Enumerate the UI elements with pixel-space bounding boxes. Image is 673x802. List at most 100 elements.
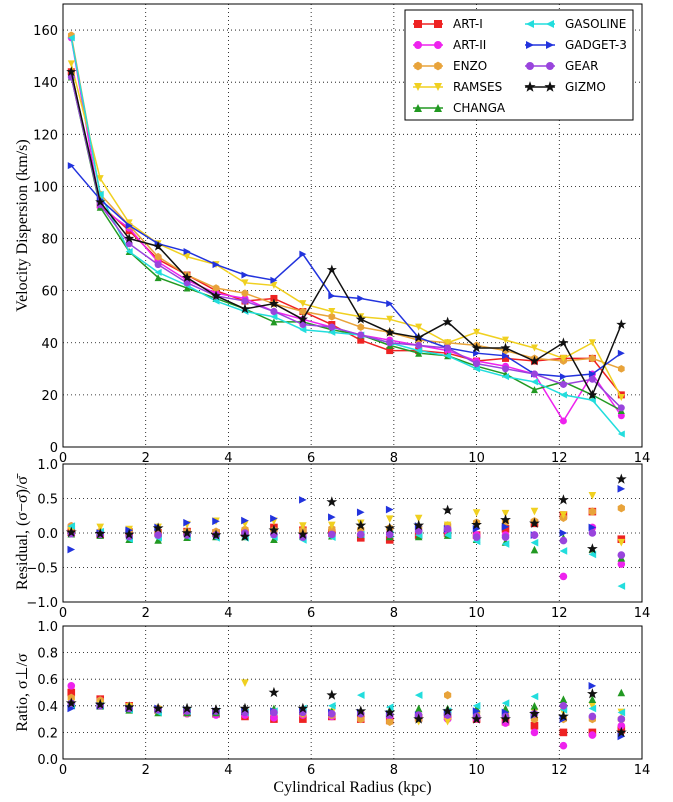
data-point: [559, 354, 567, 362]
legend-label: GASOLINE: [565, 17, 626, 31]
legend-marker: [524, 81, 536, 92]
data-point: [559, 702, 568, 710]
series-group: [66, 31, 627, 438]
data-point: [297, 528, 309, 539]
data-point: [241, 289, 249, 298]
legend-marker: [526, 41, 534, 49]
data-point: [65, 697, 77, 708]
data-point: [559, 373, 567, 381]
data-point: [617, 582, 626, 590]
data-point: [183, 284, 191, 292]
data-point: [270, 535, 278, 544]
x-tick-label: 6: [307, 451, 315, 466]
x-tick-label: 4: [224, 451, 232, 466]
data-point: [559, 380, 567, 388]
x-tick-label: 0: [59, 606, 67, 621]
data-point: [328, 702, 336, 710]
data-point: [299, 715, 307, 723]
data-point: [617, 538, 626, 547]
data-point: [181, 527, 193, 538]
data-point: [94, 528, 106, 539]
legend-marker: [414, 61, 422, 71]
data-point: [328, 323, 336, 331]
data-point: [500, 713, 511, 724]
data-point: [299, 307, 307, 316]
series-line: [70, 37, 622, 435]
data-point: [125, 222, 133, 229]
data-point: [502, 336, 510, 344]
data-point: [414, 527, 423, 535]
data-point: [471, 519, 482, 530]
data-point: [617, 404, 625, 412]
legend-label: CHANGA: [453, 101, 506, 115]
plot-frame: [62, 625, 643, 760]
data-point: [415, 349, 423, 357]
data-point: [502, 354, 510, 362]
data-point: [386, 717, 394, 726]
data-point: [444, 339, 452, 347]
data-point: [239, 702, 251, 714]
data-point: [559, 529, 568, 537]
y-tick-label: 0.2: [37, 726, 58, 741]
data-point: [212, 517, 220, 526]
series-line: [70, 76, 622, 412]
data-point: [241, 297, 249, 305]
data-point: [270, 708, 278, 717]
data-point: [124, 233, 135, 243]
legend-marker: [414, 104, 422, 112]
data-point: [443, 531, 452, 539]
x-tick-label: 4: [224, 606, 232, 621]
data-point: [270, 713, 278, 722]
data-point: [386, 347, 394, 355]
data-point: [212, 297, 220, 305]
data-point: [386, 339, 394, 347]
x-tick-label: 2: [142, 606, 150, 621]
data-point: [299, 300, 307, 308]
data-point: [384, 522, 396, 533]
data-point: [96, 175, 104, 183]
data-point: [616, 319, 627, 329]
y-tick-label: 0: [50, 441, 58, 456]
y-tick-label: 160: [33, 24, 58, 39]
legend-label: RAMSES: [453, 80, 502, 94]
data-point: [617, 393, 625, 401]
data-point: [617, 430, 625, 438]
data-point: [94, 698, 106, 710]
data-point: [444, 352, 452, 360]
data-point: [472, 702, 481, 710]
data-point: [442, 316, 453, 327]
series-group: [65, 473, 627, 590]
data-point: [154, 531, 162, 539]
data-point: [588, 375, 596, 383]
data-point: [529, 708, 540, 719]
data-point: [443, 525, 452, 533]
y-tick-label: 60: [41, 285, 58, 300]
plot-frame: [62, 463, 643, 603]
data-point: [530, 702, 539, 710]
data-point: [152, 702, 164, 714]
data-point: [415, 347, 423, 355]
data-point: [588, 704, 597, 713]
data-point: [183, 253, 191, 261]
y-tick-label: 0.0: [37, 753, 58, 768]
data-point: [588, 682, 597, 690]
data-point: [357, 323, 365, 331]
data-point: [123, 701, 135, 712]
data-point: [239, 530, 251, 542]
legend-marker: [414, 20, 422, 28]
data-point: [559, 728, 568, 737]
data-point: [241, 679, 249, 687]
data-point: [154, 261, 162, 269]
x-tick-label: 2: [142, 763, 150, 778]
data-point: [212, 284, 220, 292]
data-point: [385, 530, 394, 539]
data-point: [154, 536, 162, 544]
data-point: [326, 264, 337, 275]
data-point: [154, 268, 162, 276]
data-point: [270, 307, 278, 315]
data-point: [500, 342, 511, 353]
data-point: [588, 695, 597, 703]
data-point: [588, 712, 597, 721]
data-point: [356, 530, 365, 539]
x-tick-label: 12: [551, 451, 568, 466]
